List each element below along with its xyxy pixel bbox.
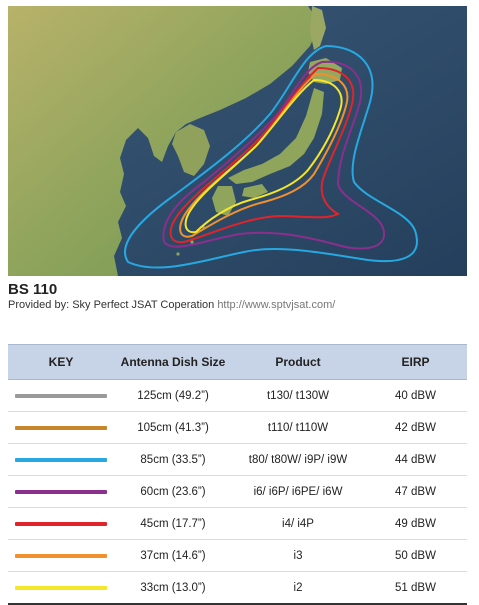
product-cell: i3 [232, 539, 364, 572]
key-table: KEY Antenna Dish Size Product EIRP 125cm… [8, 344, 467, 605]
key-cell [8, 507, 114, 540]
contour-45cm [169, 66, 355, 244]
key-cell [8, 475, 114, 508]
eirp-cell: 50 dBW [364, 539, 467, 572]
page-title: BS 110 [8, 281, 58, 298]
provider-credit: Provided by: Sky Perfect JSAT Coperation… [8, 299, 335, 311]
header-key: KEY [8, 344, 114, 380]
header-dish-size: Antenna Dish Size [114, 344, 232, 380]
table-row: 45cm (17.7”) i4/ i4P 49 dBW [8, 507, 467, 540]
coverage-map [8, 6, 467, 276]
key-line-swatch [15, 553, 107, 558]
dish-size-cell: 60cm (23.6”) [114, 475, 232, 508]
sakhalin-landmass [310, 6, 326, 50]
table-row: 85cm (33.5”) t80/ t80W/ i9P/ i9W 44 dBW [8, 443, 467, 476]
dish-size-cell: 85cm (33.5”) [114, 443, 232, 476]
key-line-swatch [15, 457, 107, 462]
dish-size-cell: 105cm (41.3”) [114, 411, 232, 444]
dish-size-cell: 37cm (14.6”) [114, 539, 232, 572]
shikoku-landmass [242, 184, 268, 198]
header-eirp: EIRP [364, 344, 467, 380]
contour-85cm [124, 44, 418, 269]
product-cell: t80/ t80W/ i9P/ i9W [232, 443, 364, 476]
eirp-cell: 40 dBW [364, 379, 467, 412]
table-row: 125cm (49.2”) t130/ t130W 40 dBW [8, 379, 467, 412]
island [176, 252, 180, 256]
provider-label: Provided by: Sky Perfect JSAT Coperation [8, 299, 215, 311]
eirp-cell: 49 dBW [364, 507, 467, 540]
eirp-cell: 51 dBW [364, 571, 467, 605]
key-line-swatch [15, 521, 107, 526]
key-line-swatch [15, 393, 107, 398]
key-line-swatch [15, 489, 107, 494]
key-cell [8, 539, 114, 572]
table-row: 105cm (41.3”) t110/ t110W 42 dBW [8, 411, 467, 444]
product-cell: t130/ t130W [232, 379, 364, 412]
product-cell: i2 [232, 571, 364, 605]
table-row: 33cm (13.0”) i2 51 dBW [8, 571, 467, 605]
island [190, 240, 194, 244]
contour-60cm [162, 60, 386, 250]
dish-size-cell: 125cm (49.2”) [114, 379, 232, 412]
contour-33cm [184, 78, 343, 234]
coverage-map-svg [8, 6, 467, 276]
korea-landmass [172, 124, 210, 176]
key-line-swatch [15, 425, 107, 430]
product-cell: t110/ t110W [232, 411, 364, 444]
eirp-cell: 42 dBW [364, 411, 467, 444]
table-row: 37cm (14.6”) i3 50 dBW [8, 539, 467, 572]
key-cell [8, 379, 114, 412]
mainland-landmass [8, 6, 320, 276]
table-header-row: KEY Antenna Dish Size Product EIRP [8, 344, 467, 380]
key-cell [8, 571, 114, 605]
eirp-cell: 44 dBW [364, 443, 467, 476]
key-cell [8, 443, 114, 476]
table-row: 60cm (23.6”) i6/ i6P/ i6PE/ i6W 47 dBW [8, 475, 467, 508]
key-cell [8, 411, 114, 444]
provider-link[interactable]: http://www.sptvjsat.com/ [217, 299, 336, 311]
header-product: Product [232, 344, 364, 380]
dish-size-cell: 33cm (13.0”) [114, 571, 232, 605]
key-line-swatch [15, 585, 107, 590]
dish-size-cell: 45cm (17.7”) [114, 507, 232, 540]
honshu-landmass [228, 88, 324, 184]
eirp-cell: 47 dBW [364, 475, 467, 508]
product-cell: i6/ i6P/ i6PE/ i6W [232, 475, 364, 508]
product-cell: i4/ i4P [232, 507, 364, 540]
